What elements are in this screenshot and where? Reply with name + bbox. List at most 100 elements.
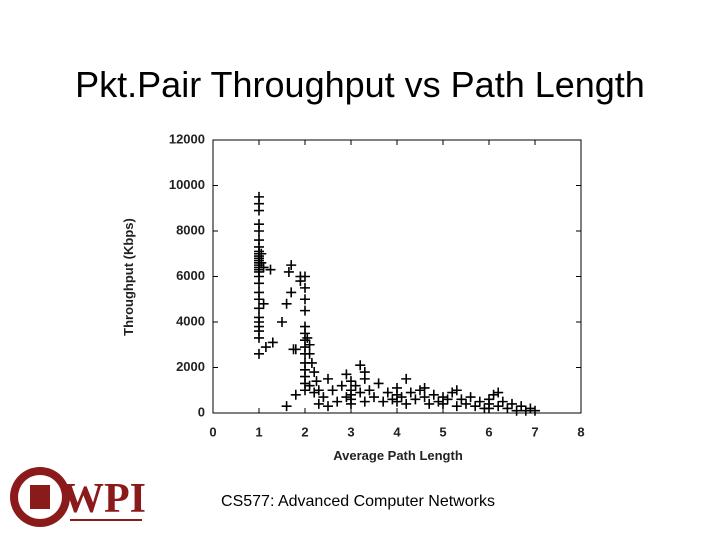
point xyxy=(520,405,531,416)
point xyxy=(302,332,313,343)
y-tick-label: 6000 xyxy=(176,268,205,283)
point xyxy=(313,385,324,396)
point xyxy=(306,357,317,368)
point xyxy=(493,401,504,412)
point xyxy=(456,394,467,405)
point xyxy=(309,387,320,398)
point xyxy=(341,392,352,403)
point xyxy=(378,396,389,407)
point xyxy=(461,398,471,409)
point xyxy=(256,248,267,259)
point xyxy=(359,396,370,407)
point xyxy=(260,342,271,353)
point xyxy=(433,396,444,407)
point xyxy=(530,405,540,416)
point xyxy=(396,392,407,403)
point xyxy=(424,398,435,409)
point xyxy=(258,262,269,273)
point xyxy=(525,403,536,414)
point xyxy=(336,380,347,391)
point xyxy=(346,376,356,387)
point xyxy=(355,360,366,371)
x-tick-label: 4 xyxy=(393,424,401,439)
point xyxy=(318,392,329,403)
point xyxy=(364,385,375,396)
point xyxy=(254,205,264,216)
x-tick-label: 7 xyxy=(531,424,538,439)
point xyxy=(373,378,384,389)
point xyxy=(359,367,370,378)
footer: CS577: Advanced Computer Networks xyxy=(221,493,495,510)
y-tick-label: 0 xyxy=(198,404,205,419)
point xyxy=(405,387,416,398)
point xyxy=(341,369,352,380)
point xyxy=(493,387,504,398)
y-tick-label: 10000 xyxy=(169,177,205,192)
point xyxy=(300,282,310,293)
point xyxy=(300,294,310,305)
point xyxy=(511,405,522,416)
point xyxy=(428,389,439,400)
point xyxy=(488,389,499,400)
point xyxy=(346,398,356,409)
y-tick-label: 8000 xyxy=(176,222,205,237)
point xyxy=(254,348,264,359)
point xyxy=(447,387,458,398)
logo: WPI xyxy=(10,467,146,527)
point xyxy=(254,303,264,314)
x-axis-label: Average Path Length xyxy=(333,448,463,463)
y-axis-label: Throughput (Kbps) xyxy=(121,218,136,336)
point xyxy=(350,380,361,391)
slide-title: Pkt.Pair Throughput vs Path Length xyxy=(75,64,645,105)
point xyxy=(300,271,310,282)
plot-frame xyxy=(212,139,582,414)
point xyxy=(327,385,338,396)
point xyxy=(451,385,462,396)
point xyxy=(295,276,306,287)
point xyxy=(415,385,425,396)
y-tick-label: 2000 xyxy=(176,359,205,374)
point xyxy=(332,396,343,407)
x-tick-label: 8 xyxy=(577,424,584,439)
point xyxy=(277,317,287,327)
point xyxy=(465,392,476,403)
x-tick-label: 5 xyxy=(439,424,446,439)
x-tick-label: 1 xyxy=(255,424,262,439)
point xyxy=(300,385,310,396)
point xyxy=(254,226,264,236)
point xyxy=(265,264,276,275)
point xyxy=(355,387,366,398)
point xyxy=(311,376,322,387)
point xyxy=(497,396,508,407)
point xyxy=(438,398,448,409)
point xyxy=(392,396,402,407)
point xyxy=(290,389,301,400)
logo-shield xyxy=(30,485,50,509)
point xyxy=(304,339,315,350)
point xyxy=(281,401,292,412)
point xyxy=(290,344,301,355)
x-tick-label: 6 xyxy=(485,424,492,439)
y-tick-label: 4000 xyxy=(176,313,205,328)
x-tick-label: 3 xyxy=(347,424,354,439)
point xyxy=(484,403,494,414)
point xyxy=(258,298,269,309)
point xyxy=(254,294,264,305)
point xyxy=(419,382,430,393)
point xyxy=(507,398,517,409)
point xyxy=(470,401,481,412)
point xyxy=(401,373,412,384)
point xyxy=(304,348,315,359)
point xyxy=(281,298,292,309)
point xyxy=(309,367,320,378)
point xyxy=(442,394,453,405)
point xyxy=(369,392,379,403)
point xyxy=(451,401,462,412)
point xyxy=(267,337,278,348)
x-tick-label: 2 xyxy=(301,424,308,439)
point xyxy=(401,398,412,409)
point xyxy=(300,305,310,316)
point xyxy=(502,403,513,414)
x-tick-label: 0 xyxy=(209,424,216,439)
y-tick-label: 12000 xyxy=(169,131,205,146)
